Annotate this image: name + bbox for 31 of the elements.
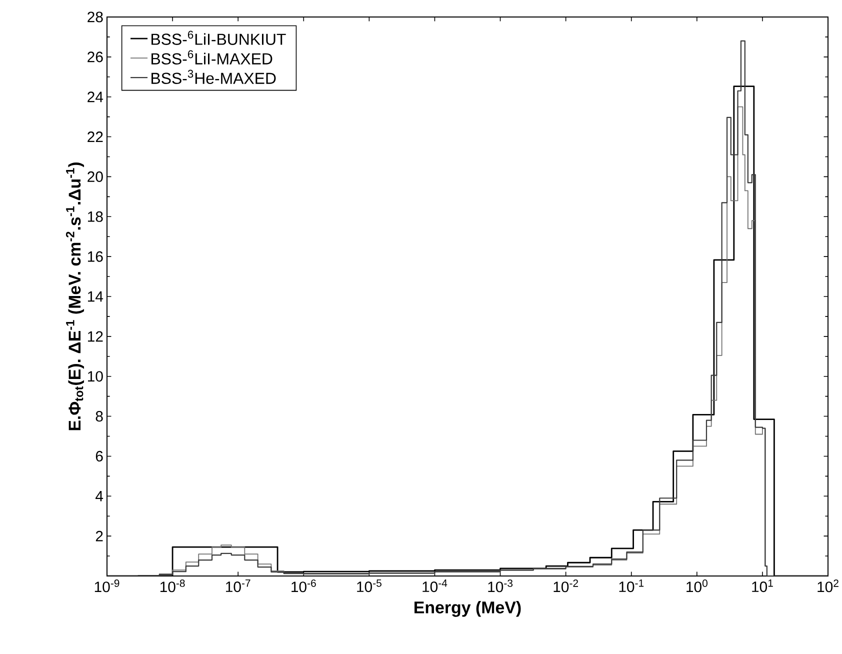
y-tick-label: 16 <box>88 251 103 262</box>
x-tick-label: 10$^{-3}$ <box>488 580 513 592</box>
x-axis-title: Energy (MeV) <box>414 601 521 617</box>
y-tick-label: 14 <box>88 291 104 302</box>
legend-label: BSS-$^{3}$He-MAXED <box>152 70 276 84</box>
x-tick-label: 10$^{-6}$ <box>292 580 316 592</box>
y-tick-label: 24 <box>88 92 104 102</box>
x-tick-label: 10$^{0}$ <box>686 580 708 592</box>
y-tick-label: 8 <box>96 410 103 422</box>
x-tick-label: 10$^{1}$ <box>752 580 773 592</box>
y-tick-label: 28 <box>88 12 103 22</box>
x-tick-label: 10$^{-8}$ <box>160 580 185 592</box>
y-tick-label: 26 <box>88 52 103 62</box>
y-tick-label: 6 <box>96 450 103 462</box>
x-tick-label: 10$^{-5}$ <box>357 580 382 592</box>
y-tick-label: 10 <box>88 371 103 382</box>
legend-label: BSS-$^{6}$LiI-BUNKIUT <box>152 30 286 45</box>
x-tick-label: 10$^{-9}$ <box>94 580 120 592</box>
x-tick-label: 10$^{2}$ <box>818 580 838 592</box>
y-tick-label: 2 <box>96 530 103 542</box>
text: E.Φ$_{tot}$(E). ΔE$^{-1}$ (MeV. cm$^{-2}$.s$^{-1}$.Δu$^{-1}$) <box>66 162 84 430</box>
legend-label: BSS-$^{6}$LiI-MAXED <box>152 50 272 64</box>
x-tick-label: 10$^{-1}$ <box>619 580 644 592</box>
x-tick-label: 10$^{-4}$ <box>422 580 448 592</box>
y-tick-label: 12 <box>88 331 103 342</box>
x-tick-label: 10$^{-7}$ <box>226 580 250 592</box>
y-tick-label: 20 <box>88 171 103 182</box>
y-tick-label: 22 <box>88 132 103 142</box>
y-tick-label: 18 <box>88 211 103 222</box>
y-tick-label: 4 <box>96 491 104 502</box>
x-tick-label: 10$^{-2}$ <box>554 580 578 592</box>
